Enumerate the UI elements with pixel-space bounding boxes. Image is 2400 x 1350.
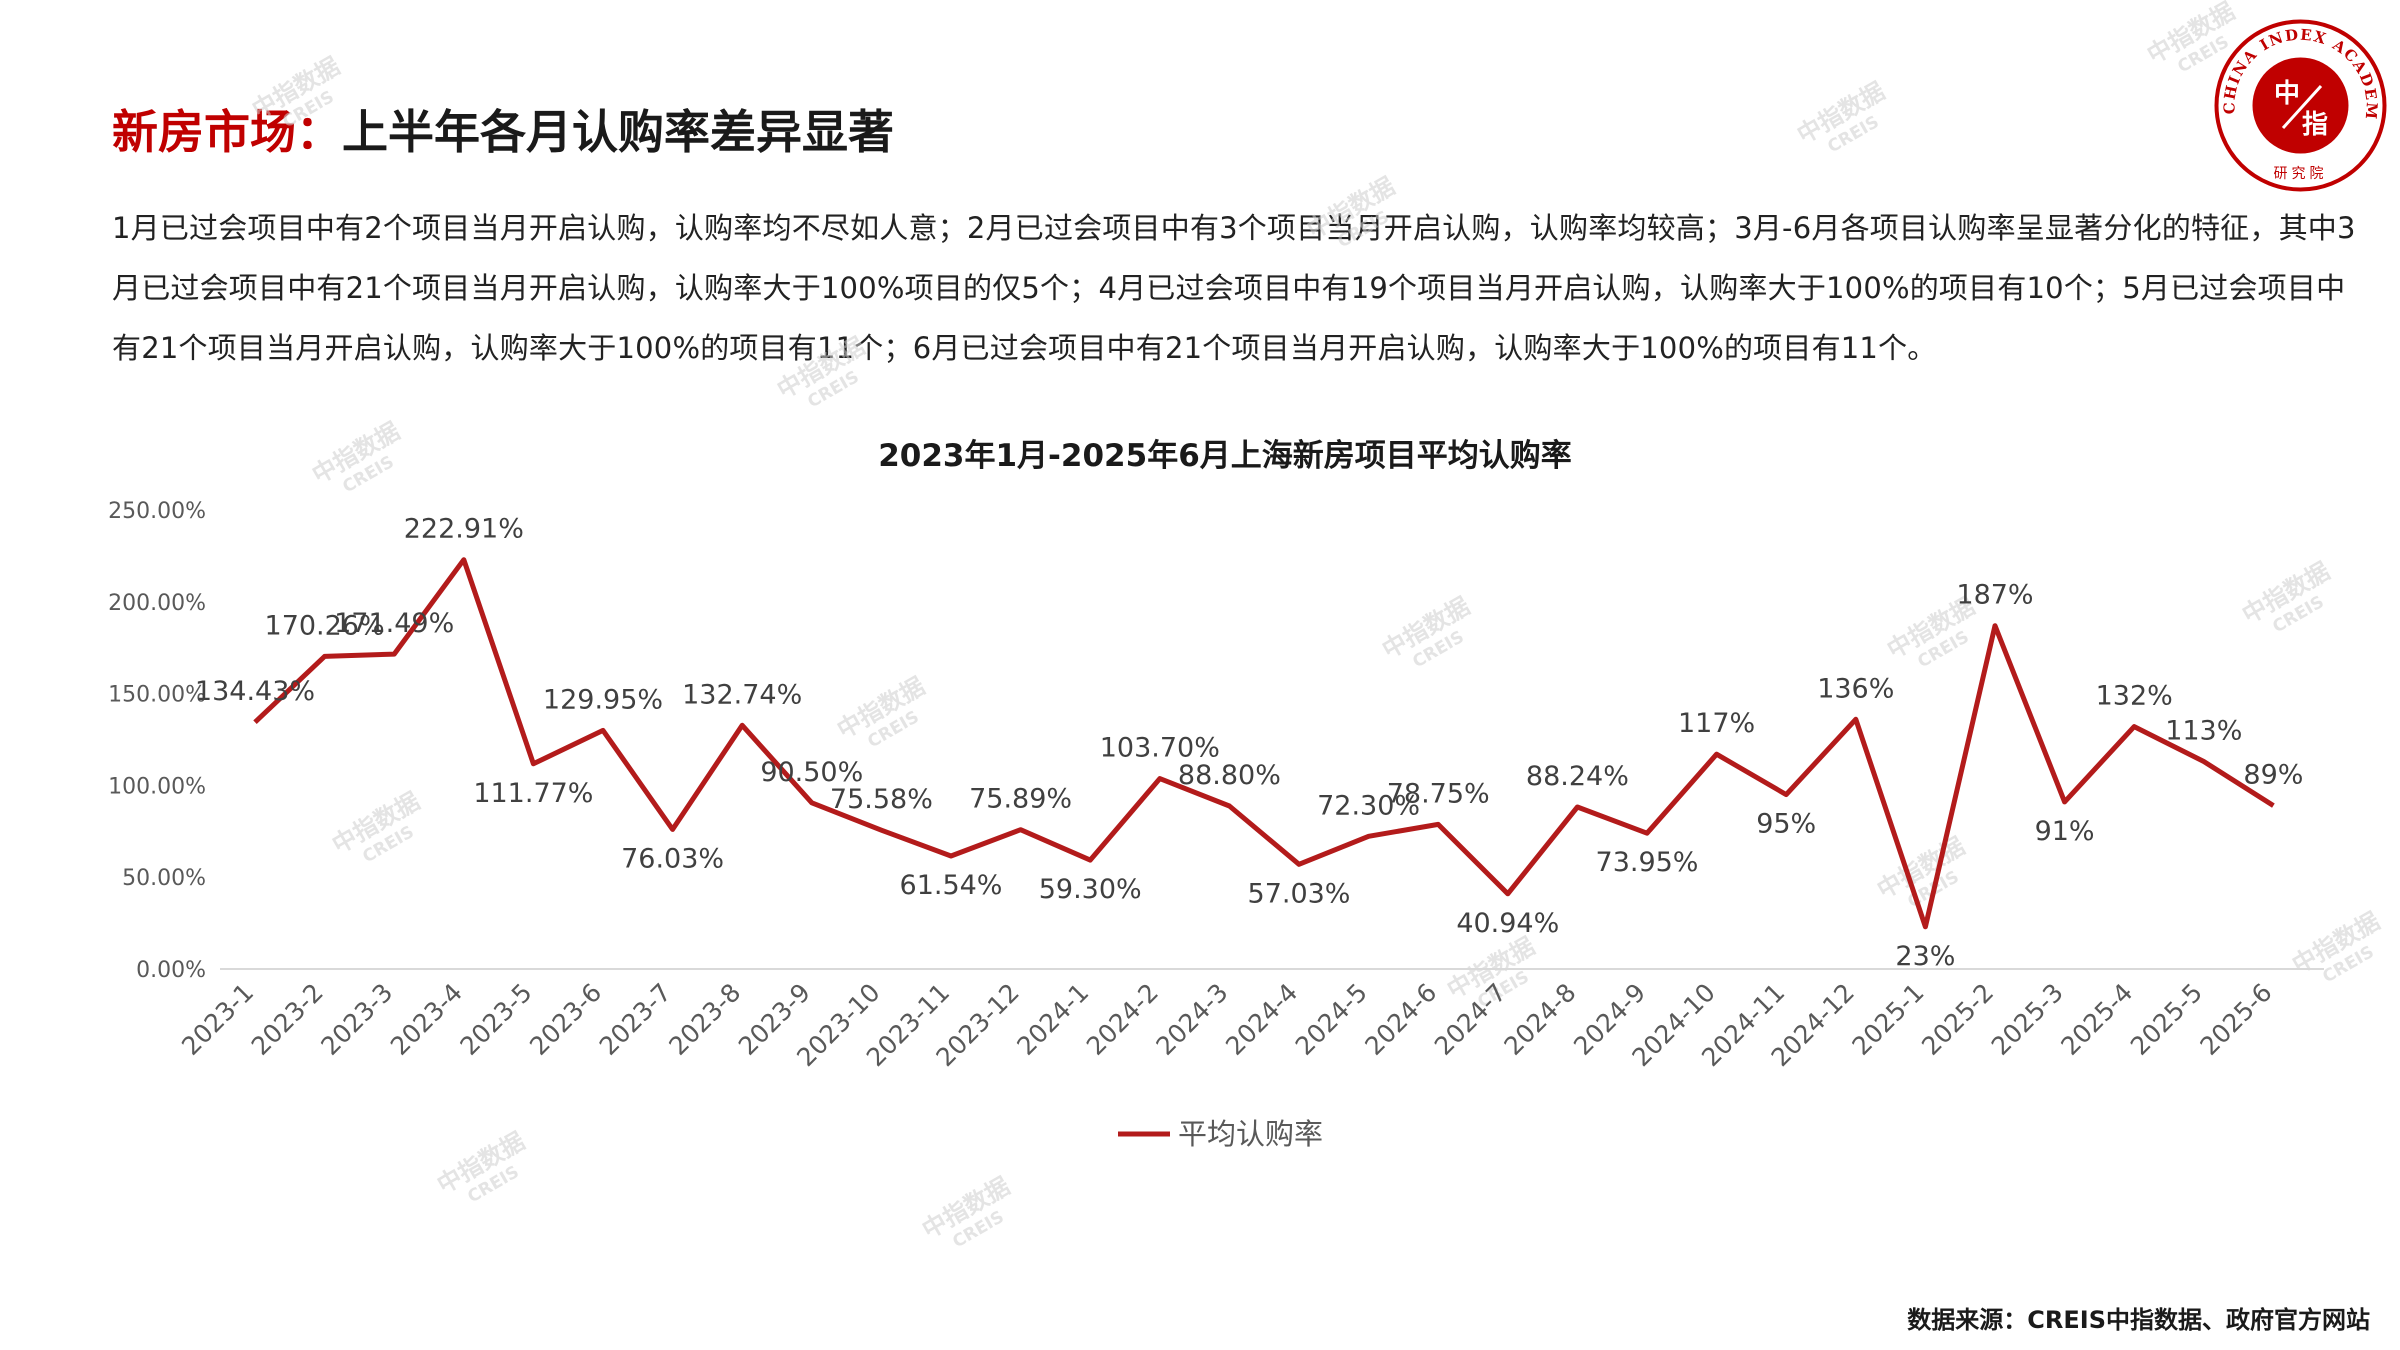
- data-label: 129.95%: [543, 684, 663, 715]
- data-label: 78.75%: [1387, 778, 1490, 809]
- china-index-academy-seal: CHINA INDEX ACADEMY 中 指 研究院: [2213, 18, 2387, 192]
- y-tick-label: 0.00%: [136, 958, 206, 983]
- x-tick-label: 2023-3: [315, 978, 398, 1061]
- seal-bottom-text: 研究院: [2274, 166, 2328, 182]
- data-label: 89%: [2243, 760, 2303, 791]
- x-tick-label: 2024-5: [1290, 978, 1373, 1061]
- data-label: 88.80%: [1178, 760, 1281, 791]
- x-tick-label: 2024-3: [1151, 978, 1234, 1061]
- data-label: 75.58%: [830, 784, 933, 815]
- legend: 平均认购率: [1118, 1117, 1323, 1151]
- data-label: 57.03%: [1248, 878, 1351, 909]
- data-label: 111.77%: [473, 778, 593, 809]
- page-title-headline: 上半年各月认购率差异显著: [342, 105, 894, 159]
- data-label: 23%: [1895, 941, 1955, 972]
- x-tick-label: 2025-3: [1986, 978, 2069, 1061]
- y-tick-label: 150.00%: [108, 683, 206, 708]
- x-tick-label: 2025-5: [2125, 978, 2208, 1061]
- page-title: 新房市场：上半年各月认购率差异显著: [112, 96, 894, 162]
- data-label: 72.30%: [1317, 790, 1420, 821]
- seal-char-zhi: 指: [2302, 110, 2328, 140]
- y-tick-label: 200.00%: [108, 591, 206, 616]
- data-label: 136%: [1817, 673, 1894, 704]
- x-axis: 2023-12023-22023-32023-42023-52023-62023…: [176, 978, 2278, 1072]
- data-label: 59.30%: [1039, 874, 1142, 905]
- x-tick-label: 2025-6: [2195, 978, 2278, 1061]
- y-tick-label: 100.00%: [108, 774, 206, 799]
- data-label: 90.50%: [760, 757, 863, 788]
- x-tick-label: 2024-1: [1011, 978, 1094, 1061]
- legend-label: 平均认购率: [1178, 1117, 1323, 1151]
- data-label: 132%: [2096, 681, 2173, 712]
- x-tick-label: 2025-1: [1847, 978, 1930, 1061]
- y-tick-label: 250.00%: [108, 499, 206, 524]
- data-label: 61.54%: [900, 870, 1003, 901]
- x-tick-label: 2023-1: [176, 978, 259, 1061]
- data-label: 76.03%: [621, 843, 724, 874]
- data-label: 187%: [1956, 580, 2033, 611]
- x-tick-label: 2023-2: [246, 978, 329, 1061]
- x-tick-label: 2023-4: [385, 978, 468, 1061]
- data-label: 73.95%: [1596, 847, 1699, 878]
- x-tick-label: 2024-4: [1220, 978, 1303, 1061]
- x-tick-label: 2025-2: [1916, 978, 1999, 1061]
- data-label: 222.91%: [404, 514, 524, 545]
- data-labels: 134.43% 170.26%171.49% 222.91% 111.77% 129.9…: [195, 514, 2303, 972]
- data-label: 117%: [1678, 708, 1755, 739]
- seal-char-zhong: 中: [2274, 79, 2300, 109]
- x-tick-label: 2024-2: [1081, 978, 1164, 1061]
- x-tick-label: 2023-7: [594, 978, 677, 1061]
- data-source-note: 数据来源：CREIS中指数据、政府官方网站: [1907, 1306, 2370, 1334]
- data-label: 113%: [2165, 716, 2242, 747]
- x-tick-label: 2023-8: [663, 978, 746, 1061]
- series-line-平均认购率: [253, 557, 2275, 930]
- summary-paragraph: 1月已过会项目中有2个项目当月开启认购，认购率均不尽如人意；2月已过会项目中有3…: [112, 211, 2356, 365]
- data-label: 134.43%: [195, 676, 315, 707]
- x-tick-label: 2024-6: [1359, 978, 1442, 1061]
- x-tick-label: 2025-4: [2055, 978, 2138, 1061]
- x-tick-label: 2023-5: [455, 978, 538, 1061]
- data-label: 95%: [1756, 809, 1816, 840]
- page-title-topic: 新房市场：: [112, 105, 342, 159]
- data-label: 40.94%: [1456, 908, 1559, 939]
- data-label: 75.89%: [969, 784, 1072, 815]
- chart-title: 2023年1月-2025年6月上海新房项目平均认购率: [878, 438, 1572, 474]
- data-label: 103.70%: [1100, 733, 1220, 764]
- data-label: 132.74%: [682, 679, 802, 710]
- data-label: 88.24%: [1526, 761, 1629, 792]
- data-label: 170.26%: [265, 610, 385, 641]
- x-tick-label: 2023-6: [524, 978, 607, 1061]
- y-axis: 0.00% 50.00% 100.00% 150.00% 200.00% 250.00%: [108, 499, 206, 983]
- y-tick-label: 50.00%: [122, 866, 206, 891]
- data-label: 171.49%: [334, 608, 454, 639]
- data-label: 91%: [2035, 816, 2095, 847]
